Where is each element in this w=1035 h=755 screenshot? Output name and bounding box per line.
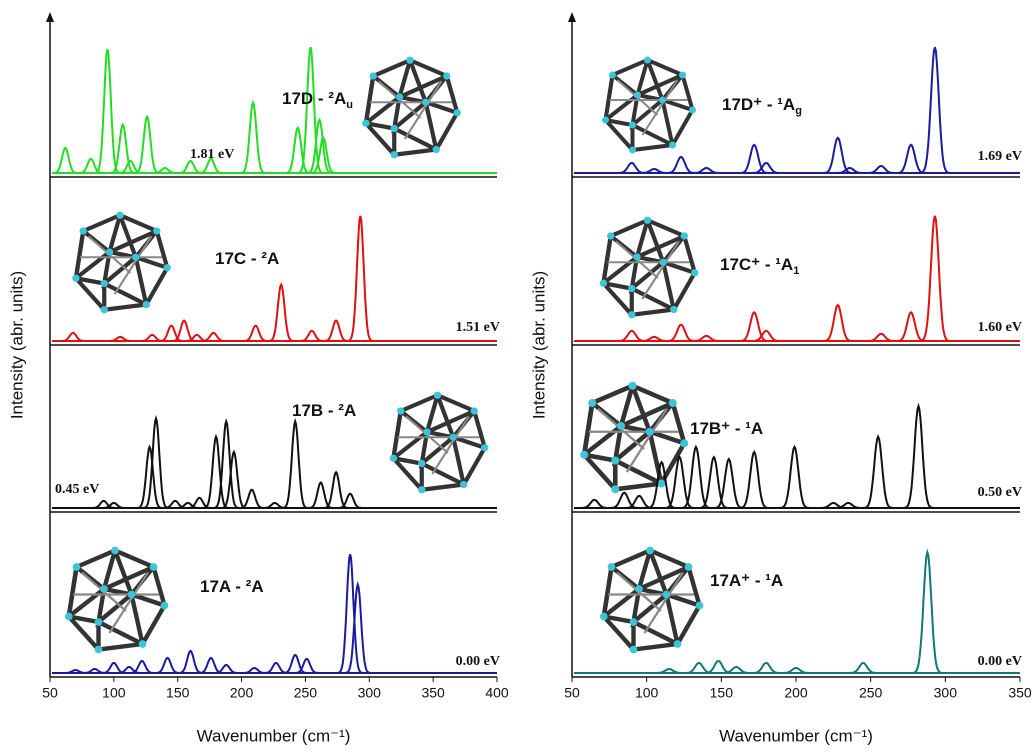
- x-tick-label: 200: [230, 685, 254, 701]
- label-main: 17C - ²A: [215, 249, 279, 268]
- panel-label: 17B - ²A: [292, 401, 356, 420]
- peak: [285, 128, 312, 173]
- peak: [616, 331, 647, 341]
- energy-label: 1.51 eV: [456, 320, 500, 335]
- energy-label: 1.69 eV: [978, 149, 1022, 164]
- panel-label: 17A⁺ - ¹A: [710, 571, 783, 590]
- peak: [282, 421, 309, 508]
- peak: [177, 161, 204, 173]
- peak: [666, 325, 697, 341]
- label-sub: 1: [793, 265, 799, 277]
- x-tick-label: 400: [485, 685, 509, 701]
- axis-arrow: [46, 12, 54, 22]
- peak: [896, 145, 927, 173]
- peak: [751, 663, 782, 673]
- y-axis-label: Intensity (abr. units): [529, 271, 548, 419]
- x-axis-label: Wavenumber (cm⁻¹): [197, 726, 351, 745]
- peak: [134, 117, 161, 173]
- peak: [739, 145, 770, 173]
- label-sub: g: [795, 105, 802, 117]
- peak: [94, 49, 121, 173]
- x-tick-label: 100: [635, 685, 659, 701]
- x-tick-label: 150: [710, 685, 734, 701]
- panel-label: 17D⁺ - ¹Ag: [722, 95, 802, 116]
- molecule: [362, 57, 461, 159]
- peak: [60, 333, 87, 341]
- peak: [242, 326, 269, 341]
- label-main: 17A - ²A: [200, 577, 264, 596]
- peak: [240, 103, 266, 173]
- x-tick-label: 300: [358, 685, 382, 701]
- label-sub: u: [346, 99, 353, 111]
- peak: [896, 312, 927, 341]
- molecule: [72, 212, 171, 314]
- peak: [751, 331, 782, 341]
- x-tick-label: 250: [294, 685, 318, 701]
- panel-label: 17C - ²A: [215, 249, 279, 268]
- chart: 50100150200250300350400Wavenumber (cm⁻¹)…: [0, 0, 1035, 755]
- x-tick-label: 50: [42, 685, 58, 701]
- molecule: [600, 217, 699, 319]
- molecule: [600, 547, 703, 654]
- x-tick-label: 250: [859, 685, 883, 701]
- x-tick-label: 100: [102, 685, 126, 701]
- y-axis-label: Intensity (abr. units): [7, 271, 26, 419]
- peak: [822, 305, 853, 341]
- peak: [154, 658, 181, 673]
- peak: [263, 663, 290, 673]
- panel-label: 17A - ²A: [200, 577, 264, 596]
- x-tick-label: 350: [1008, 685, 1032, 701]
- x-tick-label: 50: [564, 685, 580, 701]
- energy-label: 0.00 eV: [456, 654, 500, 669]
- peak: [129, 661, 156, 673]
- peak: [848, 663, 879, 673]
- energy-label: 0.45 eV: [55, 482, 99, 497]
- peak: [863, 437, 894, 508]
- peak: [779, 447, 810, 508]
- label-main: 17A⁺ - ¹A: [710, 571, 783, 590]
- peak: [579, 500, 610, 508]
- peak: [666, 157, 697, 173]
- peak: [919, 47, 950, 173]
- peak: [52, 148, 79, 173]
- label-main: 17B⁺ - ¹A: [690, 419, 763, 438]
- x-tick-label: 150: [166, 685, 190, 701]
- peak: [866, 334, 897, 341]
- peak: [268, 285, 295, 341]
- peak: [912, 552, 943, 673]
- peak: [616, 163, 647, 173]
- panel-label: 17C⁺ - ¹A1: [720, 255, 799, 276]
- molecule: [390, 392, 489, 494]
- peak: [751, 163, 782, 173]
- energy-label: 1.81 eV: [190, 147, 234, 162]
- molecule: [580, 382, 688, 494]
- peak: [739, 452, 770, 508]
- peak: [323, 321, 350, 342]
- peak: [866, 166, 897, 173]
- peak: [177, 651, 204, 673]
- peak: [299, 331, 326, 341]
- peak: [903, 406, 934, 508]
- energy-label: 0.50 eV: [978, 485, 1022, 500]
- label-main: 17D - ²A: [282, 89, 346, 108]
- axis-arrow: [568, 12, 576, 22]
- x-tick-label: 350: [421, 685, 445, 701]
- molecule: [602, 57, 696, 154]
- x-tick-label: 200: [784, 685, 808, 701]
- energy-label: 1.60 eV: [978, 320, 1022, 335]
- peak: [739, 312, 770, 341]
- label-main: 17B - ²A: [292, 401, 356, 420]
- panel-label: 17B⁺ - ¹A: [690, 419, 763, 438]
- label-main: 17C⁺ - ¹A: [720, 255, 793, 274]
- peak: [203, 437, 230, 508]
- label-main: 17D⁺ - ¹A: [722, 95, 795, 114]
- energy-label: 0.00 eV: [978, 654, 1022, 669]
- panel-label: 17D - ²Au: [282, 89, 353, 110]
- peak: [919, 216, 950, 341]
- x-axis-label: Wavenumber (cm⁻¹): [719, 726, 873, 745]
- peak: [337, 554, 364, 673]
- x-tick-label: 300: [934, 685, 958, 701]
- molecule: [65, 547, 168, 654]
- peak: [347, 216, 374, 341]
